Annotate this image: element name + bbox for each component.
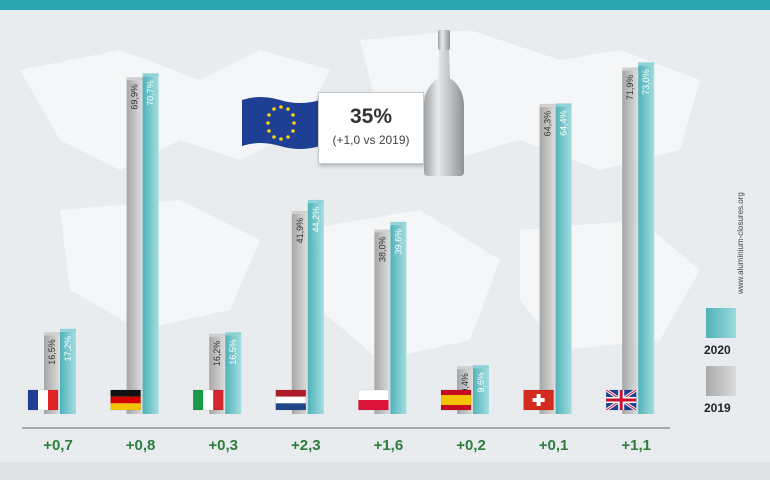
data-label-2020-switzerland: 64,4% bbox=[559, 110, 569, 136]
eu-average-callout: 35% (+1,0 vs 2019) bbox=[318, 92, 424, 164]
bar-2019-germany bbox=[126, 80, 143, 415]
change-label-netherlands: +2,3 bbox=[291, 437, 321, 454]
flag-switzerland-icon bbox=[523, 389, 554, 411]
bar-cap-2019-switzerland bbox=[539, 103, 556, 107]
group-united-kingdom: 71,9% 73,0% +1,1 bbox=[605, 62, 655, 454]
data-label-2019-netherlands: 41,9% bbox=[295, 218, 305, 244]
bar-cap-2020-netherlands bbox=[307, 199, 324, 203]
bar-2020-italy bbox=[225, 335, 242, 414]
group-netherlands: 41,9% 44,2% +2,3 bbox=[275, 199, 324, 454]
flag-spain-icon bbox=[440, 389, 472, 411]
bar-2020-france bbox=[60, 331, 76, 414]
group-italy: 16,2% 16,5% +0,3 bbox=[192, 332, 242, 454]
eu-flag-icon bbox=[242, 97, 320, 149]
bar-cap-2020-spain bbox=[473, 365, 489, 369]
bar-2020-spain bbox=[473, 368, 489, 414]
data-label-2020-netherlands: 44,2% bbox=[311, 207, 321, 233]
data-label-2020-spain: 9,6% bbox=[476, 372, 486, 393]
flag-netherlands-icon bbox=[275, 389, 307, 411]
change-label-poland: +1,6 bbox=[374, 437, 404, 454]
legend-label-2019: 2019 bbox=[704, 401, 731, 415]
bar-2020-poland bbox=[390, 224, 407, 414]
data-label-2020-united-kingdom: 73,0% bbox=[641, 69, 651, 95]
bar-cap-2020-france bbox=[60, 328, 76, 332]
group-spain: 9,4% 9,6% +0,2 bbox=[440, 365, 489, 454]
group-poland: 38,0% 39,6% +1,6 bbox=[358, 221, 407, 454]
bar-cap-2019-united-kingdom bbox=[622, 67, 639, 71]
data-label-2019-italy: 16,2% bbox=[212, 341, 222, 367]
change-label-spain: +0,2 bbox=[456, 437, 486, 454]
data-label-2019-spain: 9,4% bbox=[460, 373, 470, 394]
data-label-2019-switzerland: 64,3% bbox=[543, 111, 553, 137]
data-label-2020-france: 17,2% bbox=[63, 336, 73, 362]
bar-cap-2020-germany bbox=[142, 73, 159, 77]
bar-cap-2019-spain bbox=[457, 366, 473, 370]
bar-2020-netherlands bbox=[307, 202, 324, 414]
eu-average-change: (+1,0 vs 2019) bbox=[332, 133, 410, 147]
bar-2019-united-kingdom bbox=[622, 70, 639, 414]
bar-2020-switzerland bbox=[555, 106, 572, 414]
flag-poland-icon bbox=[358, 389, 389, 411]
change-label-switzerland: +0,1 bbox=[539, 437, 569, 454]
bar-cap-2020-united-kingdom bbox=[638, 62, 655, 66]
change-label-italy: +0,3 bbox=[208, 437, 238, 454]
group-france: 16,5% 17,2% +0,7 bbox=[27, 328, 76, 454]
eu-average-value: 35% bbox=[349, 105, 393, 128]
data-label-2019-poland: 38,0% bbox=[377, 236, 387, 262]
bar-cap-2019-germany bbox=[126, 77, 143, 81]
header-bar bbox=[0, 0, 770, 10]
bar-2019-poland bbox=[374, 232, 391, 414]
group-switzerland: 64,3% 64,4% +0,1 bbox=[523, 103, 572, 454]
legend-label-2020: 2020 bbox=[704, 343, 731, 357]
flag-italy-icon bbox=[192, 389, 224, 411]
bar-2019-switzerland bbox=[539, 106, 556, 414]
group-germany: 69,9% 70,7% +0,8 bbox=[110, 73, 159, 454]
change-label-france: +0,7 bbox=[43, 437, 73, 454]
change-label-germany: +0,8 bbox=[126, 437, 156, 454]
data-label-2020-poland: 39,6% bbox=[393, 229, 403, 255]
bar-cap-2019-netherlands bbox=[291, 210, 308, 214]
flag-united-kingdom-icon bbox=[605, 388, 638, 412]
website-url: www.aluminium-closures.org bbox=[736, 192, 745, 294]
bar-cap-2019-poland bbox=[374, 229, 391, 233]
legend-swatch-2020 bbox=[706, 308, 736, 338]
legend-swatch-2019 bbox=[706, 366, 736, 396]
data-label-2020-italy: 16,5% bbox=[228, 339, 238, 365]
bar-2020-united-kingdom bbox=[638, 65, 655, 414]
data-label-2019-united-kingdom: 71,9% bbox=[625, 75, 635, 101]
bar-2020-germany bbox=[142, 76, 159, 415]
bar-cap-2019-italy bbox=[209, 333, 226, 337]
flag-germany-icon bbox=[110, 389, 141, 411]
data-label-2019-france: 16,5% bbox=[47, 339, 57, 365]
data-label-2019-germany: 69,9% bbox=[130, 84, 140, 110]
wine-bottle-icon bbox=[424, 30, 464, 176]
data-label-2020-germany: 70,7% bbox=[146, 80, 156, 106]
bar-cap-2020-italy bbox=[225, 332, 242, 336]
change-label-united-kingdom: +1,1 bbox=[621, 437, 651, 454]
bar-cap-2020-switzerland bbox=[555, 103, 572, 107]
bar-cap-2019-france bbox=[44, 332, 60, 336]
footer-strip bbox=[0, 462, 770, 480]
bar-2019-netherlands bbox=[291, 213, 308, 414]
flag-france-icon bbox=[27, 389, 59, 411]
bar-cap-2020-poland bbox=[390, 221, 407, 225]
